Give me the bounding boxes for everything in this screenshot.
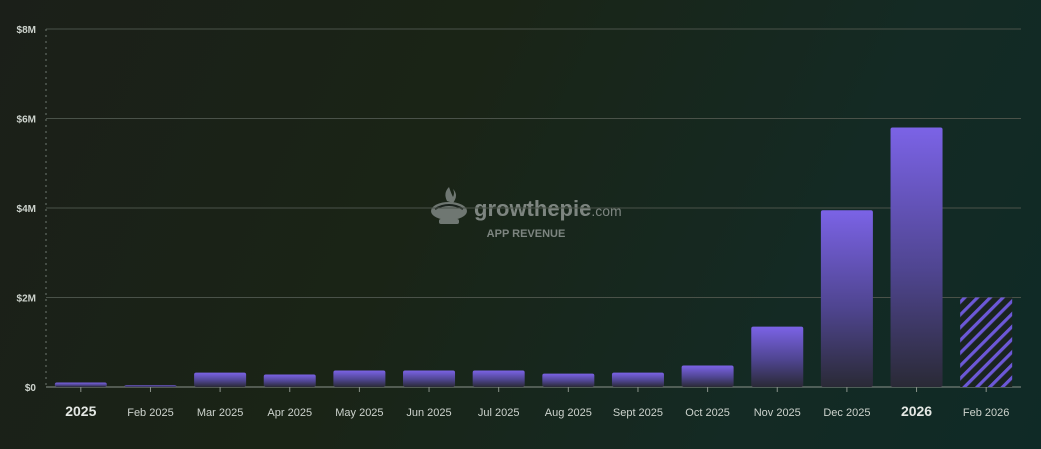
x-tick-label: Oct 2025 <box>685 407 730 419</box>
y-tick-label: $2M <box>17 294 36 305</box>
bar <box>403 370 456 387</box>
x-tick-label: Feb 2025 <box>127 407 173 419</box>
bar <box>820 210 873 387</box>
x-tick-label: Sept 2025 <box>613 407 663 419</box>
bar <box>263 374 316 387</box>
bar <box>542 373 595 387</box>
x-tick-label: Nov 2025 <box>754 407 801 419</box>
x-tick-label: Apr 2025 <box>267 407 312 419</box>
x-tick-label: May 2025 <box>335 407 383 419</box>
watermark: growthepie.com APP REVENUE <box>431 187 622 240</box>
bar <box>890 127 943 387</box>
bar <box>472 370 525 387</box>
bar <box>124 385 177 387</box>
y-tick-label: $8M <box>17 25 36 36</box>
x-tick-label: Aug 2025 <box>545 407 592 419</box>
x-tick-label: 2025 <box>65 403 96 419</box>
bar <box>611 372 664 387</box>
gridlines <box>46 28 1021 298</box>
x-tick-label: Dec 2025 <box>823 407 870 419</box>
y-tick-label: $0 <box>25 383 37 394</box>
y-tick-label: $6M <box>17 115 36 126</box>
x-axis: 2025 Feb 2025 Mar 2025 Apr 2025 May 2025 Jun … <box>65 387 1009 419</box>
bar <box>751 326 804 387</box>
x-tick-label: Jul 2025 <box>478 407 520 419</box>
x-tick-label: Jun 2025 <box>406 407 451 419</box>
bar <box>54 382 107 387</box>
bar <box>681 365 734 387</box>
bars <box>54 127 1013 387</box>
y-tick-label: $4M <box>17 204 36 215</box>
x-tick-label: Mar 2025 <box>197 407 243 419</box>
growthepie-logo-icon <box>431 187 467 224</box>
x-tick-label: 2026 <box>901 403 932 419</box>
bar-partial <box>960 297 1013 387</box>
watermark-metric: APP REVENUE <box>487 228 566 240</box>
bar <box>194 372 247 387</box>
x-tick-label: Feb 2026 <box>963 407 1009 419</box>
watermark-brand-tld: .com <box>591 203 621 219</box>
bar <box>333 370 386 387</box>
